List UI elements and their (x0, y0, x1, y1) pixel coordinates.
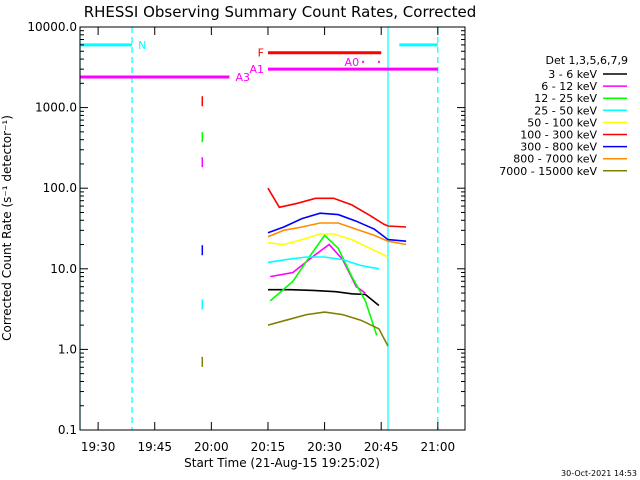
flag-label: A1 (249, 63, 264, 76)
plot-frame (79, 26, 466, 431)
flag-dot (362, 60, 365, 63)
flag-label: F (258, 47, 264, 60)
legend-entry-label: 100 - 300 keV (520, 129, 597, 142)
legend-entry-label: 6 - 12 keV (541, 80, 597, 93)
series-line (270, 243, 366, 294)
x-tick-label: 20:00 (194, 440, 229, 454)
y-tick-label: 10.0 (50, 262, 77, 276)
legend-title: Det 1,3,5,6,7,9 (545, 54, 628, 67)
legend-entry-label: 800 - 7000 keV (513, 153, 597, 166)
legend-entry-label: 25 - 50 keV (534, 104, 597, 117)
series-line (269, 234, 378, 336)
y-axis-label: Corrected Count Rate (s⁻¹ detector⁻¹) (0, 115, 14, 341)
series-line (267, 212, 407, 242)
y-tick-label: 1000.0 (35, 101, 77, 115)
y-tick-label: 1.0 (58, 342, 77, 356)
flag-label: N (138, 39, 146, 52)
flag-dot (377, 60, 380, 63)
series-line (268, 288, 380, 307)
flag-label: A3 (235, 71, 250, 84)
y-tick-label: 0.1 (58, 423, 77, 437)
series-line (267, 187, 407, 228)
x-tick-label: 20:45 (364, 440, 399, 454)
x-tick-label: 19:30 (81, 440, 116, 454)
series-lines (201, 96, 407, 367)
y-tick-label: 10000.0 (27, 20, 77, 34)
interval-lines (79, 27, 439, 430)
footer-timestamp: 30-Oct-2021 14:53 (561, 469, 637, 478)
x-tick-label: 19:45 (137, 440, 172, 454)
series-line (267, 222, 407, 246)
x-tick-label: 20:30 (307, 440, 342, 454)
x-tick-label: 21:00 (421, 440, 456, 454)
legend-entry-label: 7000 - 15000 keV (499, 165, 597, 178)
chart-title: RHESSI Observing Summary Count Rates, Co… (84, 3, 477, 21)
legend-entry-label: 3 - 6 keV (548, 68, 597, 81)
x-tick-label: 20:15 (251, 440, 286, 454)
legend-entry-label: 50 - 100 keV (527, 116, 597, 129)
legend-entry-label: 12 - 25 keV (534, 92, 597, 105)
y-tick-label: 100.0 (43, 181, 77, 195)
x-axis-label: Start Time (21-Aug-15 19:25:02) (184, 456, 380, 470)
series-line (267, 233, 389, 258)
legend-entry-label: 300 - 800 keV (520, 141, 597, 154)
flag-label: A0 (345, 56, 360, 69)
series-line (267, 311, 389, 347)
axes: 19:30 19:45 20:00 20:15 20:30 20:45 21:00 0.1 1.… (27, 20, 465, 454)
series-line (267, 256, 380, 270)
